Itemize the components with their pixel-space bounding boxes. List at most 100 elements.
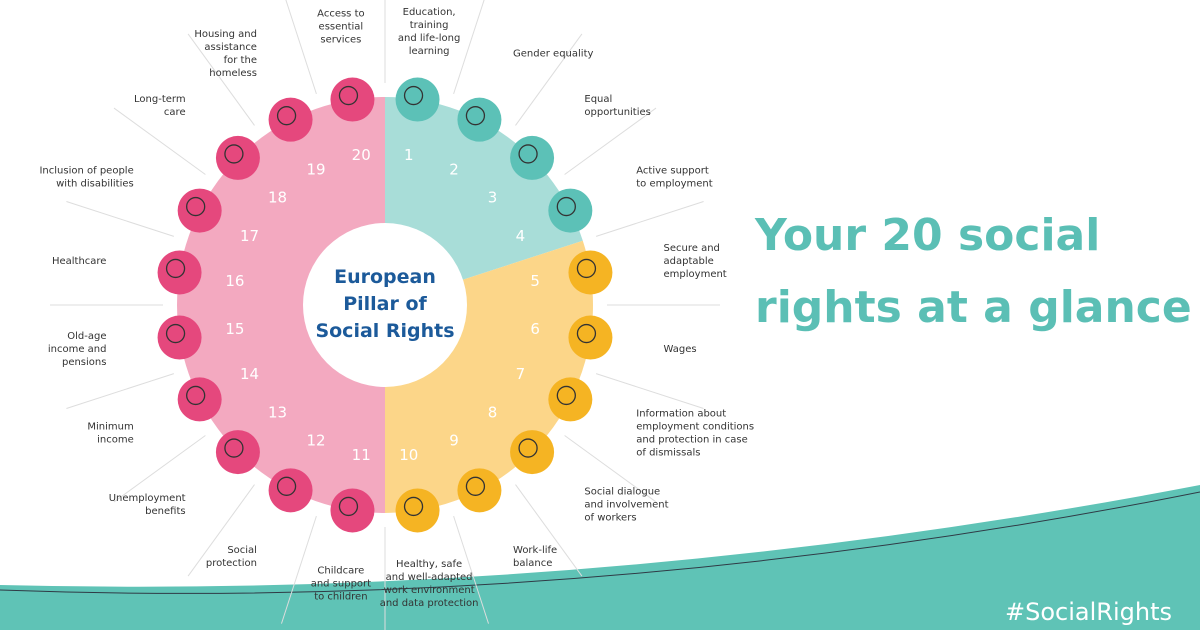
icon-glyph — [465, 106, 486, 126]
right-number: 17 — [240, 227, 259, 245]
right-number: 3 — [488, 189, 498, 207]
right-number: 8 — [488, 403, 498, 421]
hashtag: #SocialRights — [1005, 598, 1172, 626]
label-line: Access to — [317, 8, 364, 19]
icon — [157, 315, 202, 360]
icon-glyph — [186, 196, 206, 217]
label-line: care — [164, 107, 186, 118]
label-line: Childcare — [317, 566, 364, 577]
right-number: 16 — [225, 272, 244, 290]
label-line: income — [97, 435, 134, 446]
divider — [113, 435, 206, 503]
icon-glyph — [165, 323, 186, 344]
label-line: Secure and — [664, 243, 720, 254]
right-label: Equal opportunities — [584, 94, 650, 118]
label-line: Work-life — [513, 545, 557, 556]
right-number: 1 — [404, 146, 414, 164]
icon-glyph — [276, 106, 297, 126]
center-title: Pillar of — [343, 293, 427, 315]
icon — [510, 135, 555, 180]
right-label: Inclusion of people with disabilities — [39, 165, 133, 189]
label-line: to employment — [636, 178, 713, 189]
label-line: benefits — [145, 506, 185, 517]
label-line: Education, — [403, 7, 456, 18]
right-number: 19 — [306, 161, 325, 179]
label-line: opportunities — [584, 107, 650, 118]
icon-glyph — [556, 385, 576, 406]
right-number: 10 — [399, 446, 418, 464]
label-line: services — [320, 34, 361, 45]
label-line: balance — [513, 558, 552, 569]
divider — [595, 373, 704, 409]
icon — [177, 377, 222, 422]
divider — [66, 201, 175, 237]
label-line: Old-age — [67, 331, 106, 342]
right-number: 18 — [268, 189, 287, 207]
right-label: Education, training and life-long learning — [398, 7, 460, 57]
label-line: learning — [409, 46, 450, 57]
label-line: Equal — [584, 94, 612, 105]
label-line: and life-long — [398, 33, 460, 44]
label-line: income and — [48, 344, 107, 355]
icon — [568, 315, 613, 360]
icon — [215, 135, 260, 180]
label-line: Inclusion of people — [39, 165, 133, 176]
right-number: 6 — [530, 320, 540, 338]
icon-glyph — [338, 496, 359, 517]
label-line: work environment — [384, 585, 475, 596]
label-line: with disabilities — [56, 178, 134, 189]
divider — [564, 107, 657, 175]
label-line: Healthcare — [52, 256, 107, 267]
label-line: Unemployment — [109, 493, 186, 504]
wave — [0, 485, 1200, 630]
right-number: 12 — [306, 431, 325, 449]
label-line: protection — [206, 558, 257, 569]
icon — [457, 97, 502, 142]
right-number: 4 — [516, 227, 526, 245]
right-label: Gender equality — [513, 49, 593, 60]
right-label: Long-term care — [134, 94, 186, 118]
right-label: Old-age income and pensions — [48, 331, 107, 368]
label-line: and protection in case — [636, 435, 748, 446]
label-line: assistance — [204, 42, 257, 53]
divider — [281, 515, 317, 624]
icon — [268, 97, 313, 142]
center-title: Social Rights — [315, 320, 454, 342]
icon — [330, 488, 375, 533]
divider — [515, 33, 583, 126]
icon — [510, 430, 555, 475]
right-number: 14 — [240, 365, 259, 383]
right-number: 5 — [530, 272, 540, 290]
headline: rights at a glance — [755, 282, 1192, 333]
right-label: Unemployment benefits — [109, 493, 186, 517]
right-label: Housing and assistance for the homeless — [194, 29, 257, 79]
divider — [187, 484, 255, 577]
right-label: Social protection — [206, 545, 257, 569]
label-line: of workers — [584, 512, 636, 523]
right-number: 13 — [268, 403, 287, 421]
center-title: European — [334, 266, 436, 288]
divider — [453, 515, 489, 624]
divider — [113, 107, 206, 175]
label-line: employment conditions — [636, 422, 754, 433]
right-label: Active support to employment — [636, 165, 713, 189]
icon — [215, 430, 260, 475]
label-line: Social dialogue — [584, 486, 660, 497]
headline: Your 20 social — [754, 210, 1100, 261]
right-number: 11 — [352, 446, 371, 464]
wheel: 1 Education, training and life-long learning… — [39, 0, 754, 630]
label-line: pensions — [62, 357, 107, 368]
center — [303, 223, 467, 387]
label-line: Active support — [636, 165, 709, 176]
label-line: Wages — [664, 344, 697, 355]
divider — [515, 484, 583, 577]
right-number: 7 — [516, 365, 526, 383]
icon-glyph — [224, 438, 244, 458]
right-label: Minimum income — [87, 422, 133, 446]
icon — [568, 250, 613, 295]
label-line: training — [410, 20, 449, 31]
divider — [285, 0, 317, 95]
divider — [66, 373, 175, 409]
right-label: Childcare and support to children — [311, 566, 371, 603]
